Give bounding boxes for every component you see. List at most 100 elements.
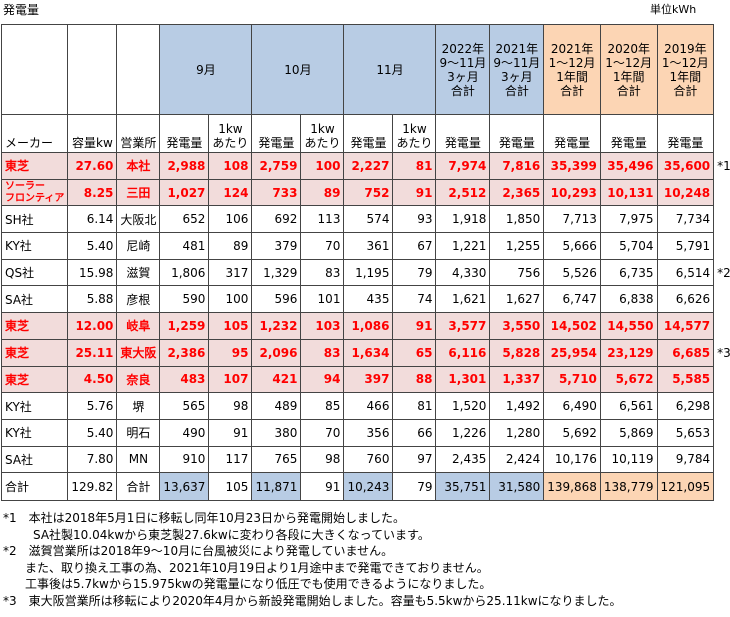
header-capacity: 容量kw bbox=[67, 114, 118, 153]
cell-cap: 6.14 bbox=[67, 205, 118, 234]
cell-oct: 1,232 bbox=[251, 312, 302, 340]
cell-maker: 東芝 bbox=[0, 338, 69, 367]
cell-office: 尼崎 bbox=[116, 232, 161, 260]
cell-y20: 7,975 bbox=[599, 205, 658, 234]
cell-octkw: 113 bbox=[300, 205, 345, 234]
cell-maker: SA社 bbox=[0, 285, 69, 314]
header-gen: 発電量 bbox=[599, 114, 658, 153]
cell-sep: 2,386 bbox=[159, 338, 210, 367]
cell-office: 大阪北 bbox=[116, 205, 161, 234]
cell-oct: 421 bbox=[251, 365, 302, 394]
cell-nov: 1,195 bbox=[343, 258, 394, 287]
cell-novkw: 97 bbox=[392, 445, 437, 474]
cell-y19: 7,734 bbox=[656, 205, 715, 234]
footnote-1: *1 本社は2018年5月1日に移転し同年10月23日から発電開始しました。 bbox=[3, 511, 405, 525]
cell-novkw: 81 bbox=[392, 392, 437, 420]
header-gen: 発電量 bbox=[489, 114, 545, 153]
cell-sepkw: 108 bbox=[208, 152, 253, 180]
cell-octkw: 70 bbox=[300, 232, 345, 260]
header-sum2022: 2022年 9～11月 3ヶ月 合計 bbox=[435, 24, 491, 115]
cell-novkw: 79 bbox=[392, 258, 437, 287]
cell-octkw: 85 bbox=[300, 392, 345, 420]
cell-cap: 8.25 bbox=[67, 178, 118, 207]
cell-y20: 5,672 bbox=[599, 365, 658, 394]
row-note bbox=[713, 419, 730, 447]
cell-cap: 25.11 bbox=[67, 338, 118, 367]
cell-nov: 356 bbox=[343, 418, 394, 447]
cell-novkw: 74 bbox=[392, 285, 437, 314]
cell-sep: 1,806 bbox=[159, 258, 210, 287]
row-note bbox=[713, 179, 730, 206]
header-perkw: 1kw あたり bbox=[392, 114, 437, 153]
row-note bbox=[713, 366, 730, 393]
cell-y20: 5,869 bbox=[599, 418, 658, 447]
cell-cap: 5.40 bbox=[67, 232, 118, 260]
cell-s22: 1,221 bbox=[435, 232, 491, 260]
cell-sepkw: 91 bbox=[208, 418, 253, 447]
cell-s21: 2,424 bbox=[489, 445, 545, 474]
cell-s21: 5,828 bbox=[489, 338, 545, 367]
cell-y20: 23,129 bbox=[599, 338, 658, 367]
table-row: 東芝 25.11 東大阪 2,386 95 2,096 83 1,634 65 6,116 5,82… bbox=[0, 338, 730, 367]
cell-oct: 765 bbox=[251, 445, 302, 474]
cell-y21: 6,747 bbox=[543, 285, 601, 314]
header-gen: 発電量 bbox=[251, 114, 302, 153]
cell-sep: 590 bbox=[159, 285, 210, 314]
cell-novkw: 93 bbox=[392, 205, 437, 234]
cell-nov: 1,086 bbox=[343, 312, 394, 340]
cell-s21: 3,550 bbox=[489, 312, 545, 340]
row-note bbox=[713, 446, 730, 473]
cell-sepkw: 105 bbox=[208, 312, 253, 340]
cell-y21: 7,713 bbox=[543, 205, 601, 234]
total-maker: 合計 bbox=[0, 472, 69, 502]
cell-oct: 489 bbox=[251, 392, 302, 420]
cell-nov: 1,634 bbox=[343, 338, 394, 367]
total-sep: 13,637 bbox=[159, 472, 210, 502]
cell-sepkw: 95 bbox=[208, 338, 253, 367]
cell-y19: 35,600 bbox=[656, 152, 715, 180]
cell-y21: 25,954 bbox=[543, 338, 601, 367]
cell-oct: 380 bbox=[251, 418, 302, 447]
cell-sepkw: 117 bbox=[208, 445, 253, 474]
row-note bbox=[713, 392, 730, 420]
cell-maker: KY社 bbox=[0, 418, 69, 447]
cell-sepkw: 107 bbox=[208, 365, 253, 394]
cell-maker: 東芝 bbox=[0, 365, 69, 394]
cell-y21: 10,293 bbox=[543, 178, 601, 207]
cell-y20: 6,838 bbox=[599, 285, 658, 314]
cell-office: 東大阪 bbox=[116, 338, 161, 367]
total-nov: 10,243 bbox=[343, 472, 394, 502]
cell-octkw: 70 bbox=[300, 418, 345, 447]
cell-octkw: 98 bbox=[300, 445, 345, 474]
cell-maker: SA社 bbox=[0, 445, 69, 474]
row-note bbox=[713, 285, 730, 313]
total-octkw: 91 bbox=[300, 472, 345, 502]
cell-s21: 1,627 bbox=[489, 285, 545, 314]
cell-maker: SH社 bbox=[0, 205, 69, 234]
cell-y20: 10,119 bbox=[599, 445, 658, 474]
table-row: SA社 5.88 彦根 590 100 596 101 435 74 1,621 1,627 6,74… bbox=[0, 285, 730, 314]
cell-cap: 15.98 bbox=[67, 258, 118, 287]
cell-office: 三田 bbox=[116, 178, 161, 207]
cell-s21: 1,337 bbox=[489, 365, 545, 394]
cell-y19: 5,791 bbox=[656, 232, 715, 260]
cell-novkw: 88 bbox=[392, 365, 437, 394]
header-sep: 9月 bbox=[159, 24, 253, 115]
cell-oct: 1,329 bbox=[251, 258, 302, 287]
cell-novkw: 66 bbox=[392, 418, 437, 447]
cell-office: 堺 bbox=[116, 392, 161, 420]
table-row: QS社 15.98 滋賀 1,806 317 1,329 83 1,195 79 4,330 756… bbox=[0, 258, 730, 287]
cell-y21: 5,710 bbox=[543, 365, 601, 394]
cell-y19: 5,653 bbox=[656, 418, 715, 447]
row-note bbox=[713, 312, 730, 340]
cell-s22: 6,116 bbox=[435, 338, 491, 367]
header-gen: 発電量 bbox=[159, 114, 210, 153]
cell-y19: 6,298 bbox=[656, 392, 715, 420]
header-oct: 10月 bbox=[251, 24, 345, 115]
cell-y21: 5,692 bbox=[543, 418, 601, 447]
cell-nov: 397 bbox=[343, 365, 394, 394]
header-gen: 発電量 bbox=[343, 114, 394, 153]
cell-s22: 1,301 bbox=[435, 365, 491, 394]
cell-y21: 14,502 bbox=[543, 312, 601, 340]
cell-octkw: 103 bbox=[300, 312, 345, 340]
